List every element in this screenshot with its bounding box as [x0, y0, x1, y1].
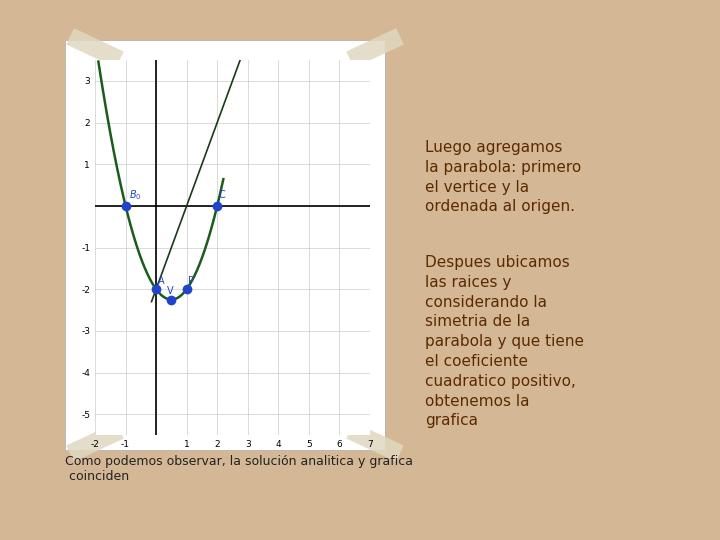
Bar: [66, 422, 124, 462]
Text: Luego agregamos
la parabola: primero
el vertice y la
ordenada al origen.: Luego agregamos la parabola: primero el …: [425, 140, 581, 214]
Bar: [66, 28, 124, 68]
Bar: [346, 422, 404, 462]
Text: A: A: [158, 276, 165, 286]
Bar: [65, 40, 385, 450]
Text: P: P: [189, 276, 194, 286]
Bar: [346, 28, 404, 68]
Text: $B_0$: $B_0$: [129, 188, 141, 202]
Text: Despues ubicamos
las raices y
considerando la
simetria de la
parabola y que tien: Despues ubicamos las raices y consideran…: [425, 255, 584, 428]
Text: Como podemos observar, la solución analitica y grafica
 coinciden: Como podemos observar, la solución anali…: [65, 455, 413, 483]
Text: C: C: [219, 190, 225, 200]
Text: V: V: [167, 286, 174, 296]
